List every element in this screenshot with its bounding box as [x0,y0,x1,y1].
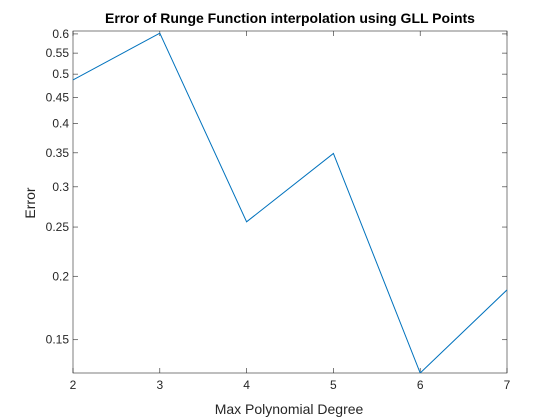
x-tick-label: 2 [70,378,77,392]
x-tick-label: 3 [156,378,163,392]
y-tick-label: 0.15 [46,333,70,347]
y-tick-label: 0.35 [46,146,70,160]
y-tick-label: 0.4 [52,116,69,130]
x-axis-label: Max Polynomial Degree [215,401,364,417]
x-tick-label: 7 [504,378,511,392]
y-tick-label: 0.2 [52,269,69,283]
y-tick-label: 0.25 [46,220,70,234]
y-tick-label: 0.45 [46,90,70,104]
y-tick-label: 0.5 [52,67,69,81]
x-tick-label: 4 [243,378,250,392]
plot-box [72,30,508,374]
chart-title: Error of Runge Function interpolation us… [105,10,475,26]
y-tick-label: 0.3 [52,180,69,194]
series-line-0 [73,32,507,373]
series-group [73,32,507,373]
y-tick-label: 0.6 [52,27,69,41]
y-tick-label: 0.55 [46,46,70,60]
x-tick-label: 6 [417,378,424,392]
y-axis-label: Error [22,187,38,218]
x-tick-label: 5 [330,378,337,392]
axes: 2 3 4 5 6 7 0.15 0.2 0.25 0.3 0.35 0.4 0.45 0.5 0.55 0.… [46,27,511,392]
